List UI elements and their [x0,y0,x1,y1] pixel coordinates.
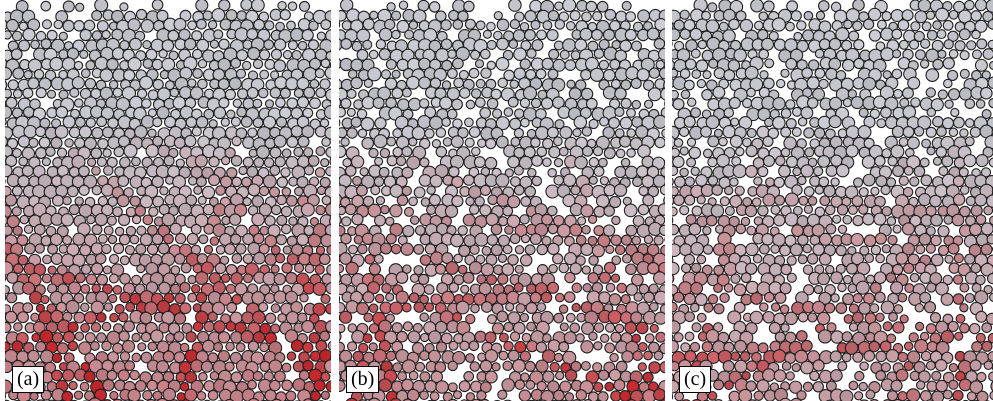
panel-a: (a) [5,0,331,401]
panel-label-c: (c) [679,366,712,393]
particle-packing-c [672,0,993,401]
panel-label-a: (a) [12,366,45,393]
particle-packing-a [5,0,331,401]
panel-label-b: (b) [346,366,380,393]
particles [672,0,993,401]
particles [339,0,665,401]
particles [5,0,331,401]
particle-packing-b [339,0,665,401]
panel-c: (c) [672,0,993,401]
panel-b: (b) [339,0,665,401]
